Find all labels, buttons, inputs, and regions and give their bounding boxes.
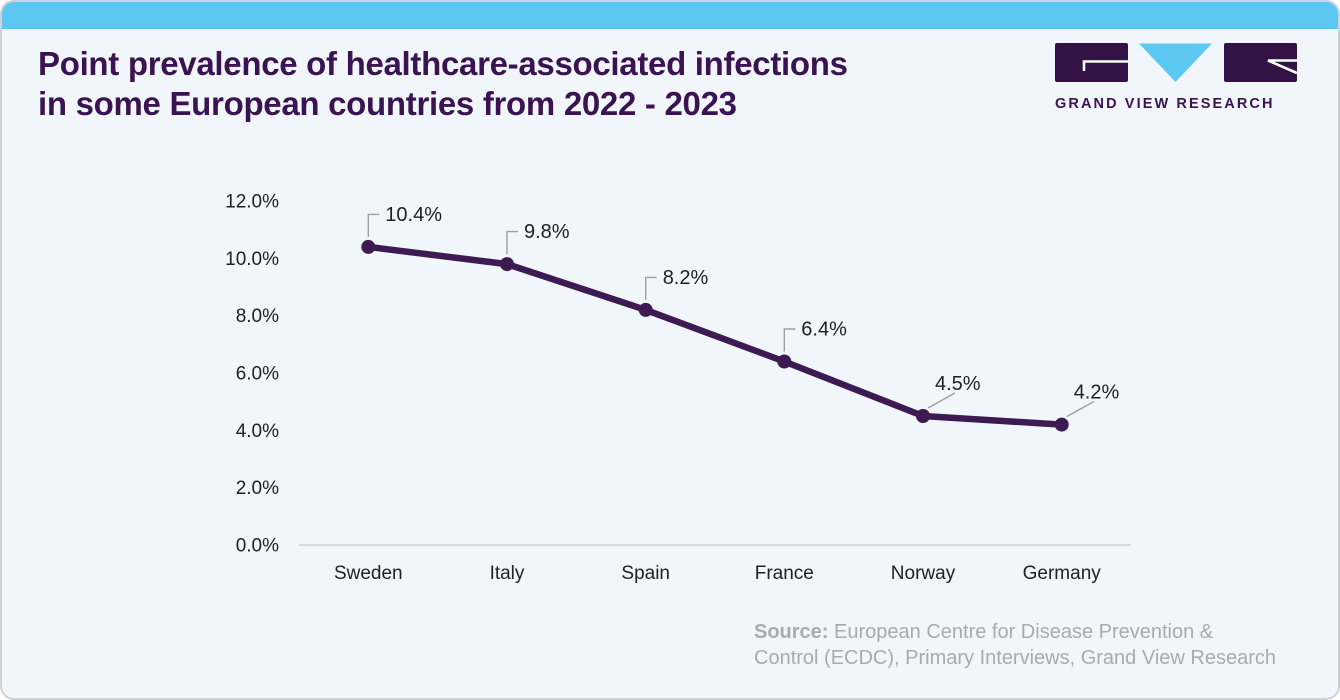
card-top-accent-bar (2, 2, 1338, 29)
y-axis-tick-label: 0.0% (236, 536, 279, 557)
x-axis-category-label: Norway (891, 563, 956, 584)
brand-name: GRAND VIEW RESEARCH (1055, 96, 1275, 112)
data-line (365, 243, 1065, 428)
x-axis-category-label: France (755, 563, 814, 584)
logo-mark-r (1224, 43, 1297, 82)
x-axis-category-label: Germany (1023, 563, 1102, 584)
y-axis-tick-label: 12.0% (225, 192, 279, 213)
data-label-callout-line (1066, 400, 1095, 418)
data-point-label: 4.5% (935, 373, 981, 395)
y-axis-tick-label: 10.0% (225, 249, 279, 270)
data-label-callout-line (645, 276, 657, 300)
data-point (916, 409, 930, 423)
source-text-line-1: European Centre for Disease Prevention & (834, 621, 1214, 643)
source-note: Source: European Centre for Disease Prev… (754, 619, 1320, 671)
gvr-logo-icon (1055, 43, 1298, 82)
y-axis-tick-label: 4.0% (236, 421, 279, 442)
data-label-callout-line (506, 230, 518, 255)
logo-mark-v-triangle-icon (1139, 43, 1212, 82)
data-point (638, 302, 653, 317)
data-point (777, 354, 792, 369)
data-point-label: 4.2% (1074, 382, 1120, 404)
data-point-label: 6.4% (801, 319, 847, 341)
source-label: Source: (754, 621, 829, 643)
data-point-label: 10.4% (385, 204, 442, 226)
y-axis-tick-label: 2.0% (236, 478, 279, 499)
logo-mark-r-glyph (1267, 59, 1298, 75)
data-label-callout-line (927, 392, 956, 409)
data-point (500, 257, 514, 272)
page-title-line-2: in some European countries from 2022 - 2… (38, 85, 737, 122)
source-text-line-2: Control (ECDC), Primary Interviews, Gran… (754, 647, 1277, 669)
x-axis-category-label: Italy (490, 563, 525, 584)
data-point-label: 9.8% (524, 221, 570, 243)
y-axis-tick-label: 6.0% (236, 364, 279, 385)
page-title: Point prevalence of healthcare-associate… (38, 44, 848, 124)
x-axis-category-label: Sweden (334, 563, 403, 584)
grand-view-research-logo: GRAND VIEW RESEARCH (1055, 43, 1301, 112)
y-axis-tick-label: 8.0% (236, 306, 279, 327)
data-point (361, 239, 376, 254)
logo-mark-g-glyph (1082, 60, 1128, 71)
data-label-callout-line (367, 213, 380, 237)
page-title-line-1: Point prevalence of healthcare-associate… (38, 45, 848, 82)
data-point-label: 8.2% (663, 267, 709, 289)
data-label-callout-line (783, 328, 796, 352)
data-point (1054, 417, 1069, 432)
x-axis-category-label: Spain (621, 563, 670, 584)
